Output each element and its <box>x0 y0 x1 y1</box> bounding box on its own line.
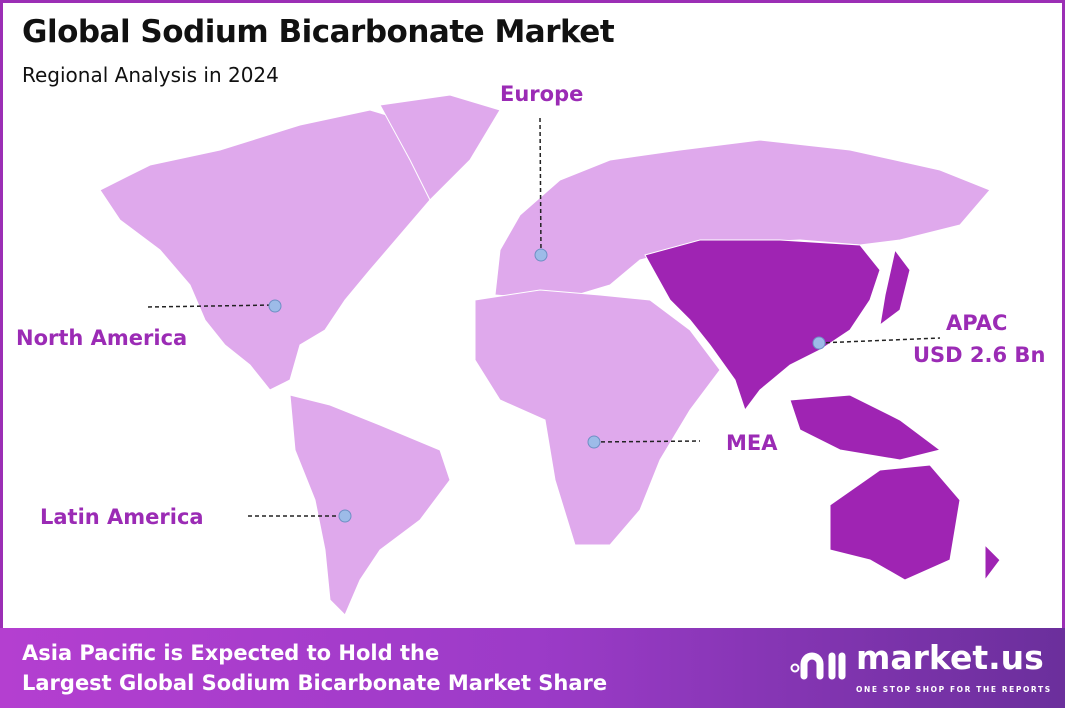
footer-line-1: Asia Pacific is Expected to Hold the <box>22 641 440 665</box>
label-apac-value: USD 2.6 Bn <box>913 343 1046 367</box>
region-apac <box>644 239 881 412</box>
region-mea <box>474 289 721 546</box>
world-map <box>99 94 1001 616</box>
marker-latin-america <box>338 509 352 523</box>
region-southeast-asia <box>789 394 942 461</box>
footer-line-2: Largest Global Sodium Bicarbonate Market… <box>22 671 608 695</box>
region-japan <box>879 248 911 327</box>
label-apac: APAC <box>946 311 1008 335</box>
marker-europe <box>534 248 548 262</box>
region-north-america <box>99 109 451 391</box>
region-new-zealand <box>984 543 1001 582</box>
leader-line-europe <box>539 117 542 255</box>
region-latin-america <box>289 394 451 616</box>
label-north-america: North America <box>16 326 188 350</box>
logo-tagline: ONE STOP SHOP FOR THE REPORTS <box>856 685 1052 694</box>
market-us-logo: market.us ONE STOP SHOP FOR THE REPORTS <box>790 636 1052 696</box>
region-australia <box>829 464 961 581</box>
region-europe <box>494 139 991 301</box>
label-latin-america: Latin America <box>40 505 204 529</box>
leader-line-mea <box>593 440 701 443</box>
page-subtitle: Regional Analysis in 2024 <box>22 63 279 87</box>
label-europe: Europe <box>500 82 584 106</box>
page-title: Global Sodium Bicarbonate Market <box>22 14 615 50</box>
leader-line-apac <box>818 337 941 344</box>
label-mea: MEA <box>726 431 778 455</box>
marker-north-america <box>268 299 282 313</box>
marker-apac <box>812 336 826 350</box>
logo-name: market.us <box>856 638 1044 677</box>
footer-banner: Asia Pacific is Expected to Hold the Lar… <box>0 628 1065 708</box>
logo-mark-icon <box>790 652 846 680</box>
leader-line-north-america <box>147 304 276 308</box>
region-greenland <box>379 94 501 201</box>
marker-mea <box>587 435 601 449</box>
